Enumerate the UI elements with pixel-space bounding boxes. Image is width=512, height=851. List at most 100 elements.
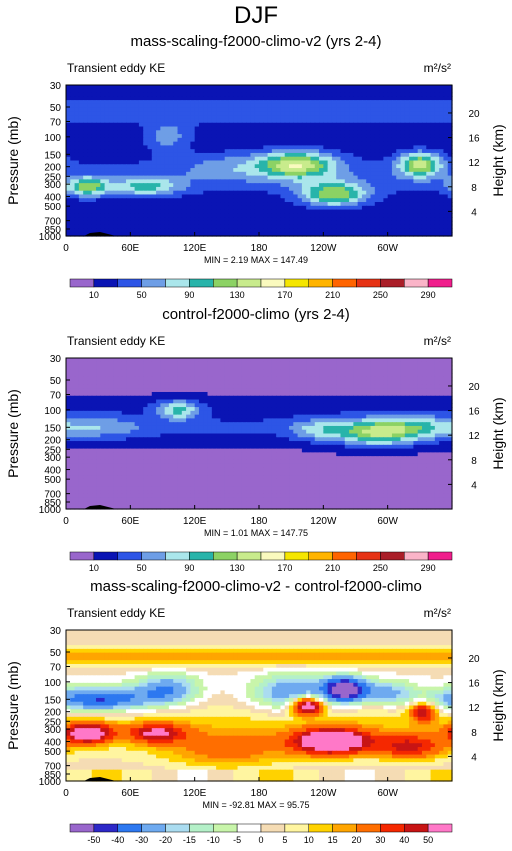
- field-cell: [173, 115, 179, 120]
- field-cell: [349, 399, 354, 404]
- field-cell: [74, 388, 80, 393]
- field-cell: [310, 365, 316, 370]
- field-cell: [331, 168, 337, 173]
- field-cell: [443, 96, 449, 101]
- field-cell: [228, 103, 234, 109]
- field-cell: [310, 175, 316, 180]
- field-cell: [331, 164, 337, 169]
- field-cell: [113, 130, 119, 135]
- field-cell: [168, 213, 174, 218]
- field-cell: [173, 190, 179, 196]
- field-cell: [327, 168, 333, 173]
- field-cell: [156, 156, 161, 162]
- field-cell: [246, 160, 252, 165]
- field-cell: [443, 186, 449, 192]
- field-cell: [387, 365, 393, 370]
- field-cell: [177, 388, 183, 393]
- field-cell: [391, 369, 397, 374]
- field-cell: [340, 369, 346, 374]
- field-cell: [276, 179, 282, 184]
- field-cell: [246, 224, 252, 230]
- field-cell: [233, 175, 239, 180]
- field-cell: [186, 407, 191, 412]
- field-cell: [143, 145, 149, 150]
- field-cell: [181, 137, 187, 143]
- field-cell: [224, 96, 230, 101]
- field-cell: [181, 134, 187, 139]
- field-cell: [113, 186, 119, 192]
- field-cell: [121, 156, 127, 162]
- field-cell: [168, 111, 174, 116]
- field-cell: [134, 134, 140, 139]
- field-cell: [267, 228, 273, 233]
- field-cell: [306, 205, 312, 211]
- field-cell: [310, 96, 316, 101]
- field-cell: [66, 149, 71, 154]
- field-cell: [443, 179, 449, 184]
- field-cell: [143, 217, 149, 222]
- field-cell: [177, 190, 183, 196]
- field-cell: [100, 384, 106, 389]
- field-cell: [147, 164, 153, 169]
- field-cell: [87, 373, 93, 378]
- field-cell: [297, 103, 303, 109]
- field-cell: [434, 209, 440, 214]
- field-cell: [310, 186, 316, 192]
- field-cell: [267, 111, 273, 116]
- field-cell: [383, 111, 389, 116]
- field-cell: [447, 137, 453, 143]
- field-cell: [297, 384, 303, 389]
- field-cell: [413, 130, 419, 135]
- field-cell: [151, 358, 157, 363]
- field-cell: [211, 224, 217, 230]
- field-cell: [323, 141, 329, 147]
- x-tick-label: 0: [63, 243, 69, 254]
- field-cell: [246, 213, 252, 218]
- field-cell: [134, 391, 140, 397]
- field-cell: [241, 186, 247, 192]
- colorbar: 10 50 90 130 170 210 250 290: [69, 278, 453, 300]
- field-cell: [383, 96, 389, 101]
- field-cell: [220, 111, 226, 116]
- field-cell: [168, 194, 174, 199]
- field-cell: [147, 88, 153, 94]
- y-right-tick-label: 4: [471, 207, 477, 218]
- field-cell: [259, 190, 264, 196]
- field-cell: [134, 85, 140, 90]
- field-cell: [374, 194, 380, 199]
- field-cell: [353, 126, 359, 131]
- field-cell: [259, 103, 264, 109]
- field-cell: [289, 130, 294, 135]
- field-cell: [104, 115, 110, 120]
- field-cell: [353, 369, 359, 374]
- field-cell: [216, 358, 221, 363]
- field-cell: [186, 391, 191, 397]
- field-cell: [87, 213, 93, 218]
- field-cell: [391, 391, 397, 397]
- field-cell: [207, 209, 213, 214]
- field-cell: [391, 384, 397, 389]
- field-cell: [344, 369, 350, 374]
- field-cell: [66, 190, 71, 196]
- field-cell: [216, 194, 221, 199]
- field-cell: [168, 224, 174, 230]
- field-cell: [353, 407, 359, 412]
- field-cell: [323, 134, 329, 139]
- field-cell: [276, 361, 282, 367]
- field-cell: [74, 88, 80, 94]
- field-cell: [284, 96, 290, 101]
- field-cell: [310, 137, 316, 143]
- field-cell: [366, 115, 372, 120]
- field-cell: [70, 388, 76, 393]
- field-cell: [164, 232, 170, 237]
- field-cell: [194, 388, 200, 393]
- field-cell: [241, 217, 247, 222]
- field-cell: [447, 179, 453, 184]
- field-cell: [439, 149, 445, 154]
- field-cell: [100, 410, 106, 416]
- field-cell: [434, 85, 440, 90]
- field-cell: [207, 103, 213, 109]
- field-cell: [366, 152, 372, 158]
- field-cell: [396, 190, 402, 196]
- field-cell: [323, 103, 329, 109]
